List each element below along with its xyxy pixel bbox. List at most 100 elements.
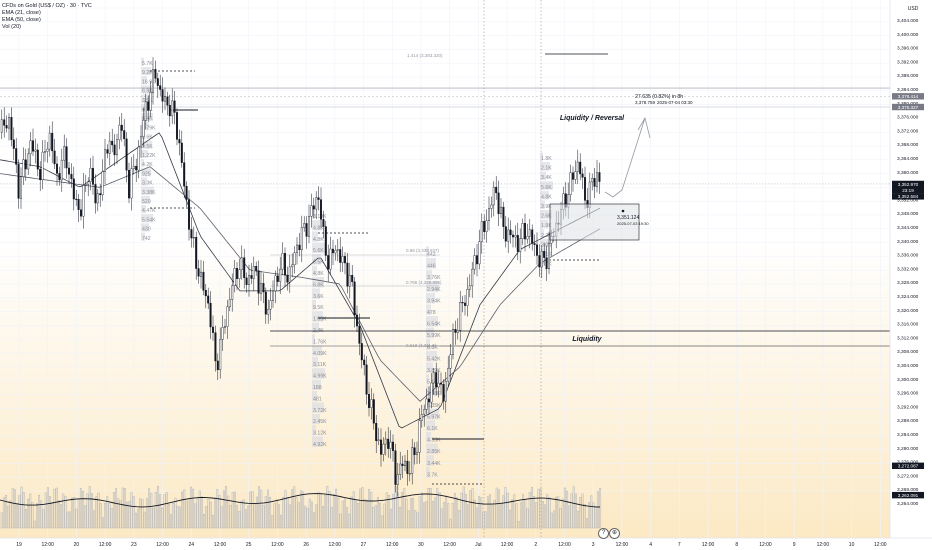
volume-bar [557, 496, 560, 529]
volume-bar [423, 502, 426, 529]
volume-bar [60, 504, 63, 529]
volume-bar [484, 511, 487, 529]
volume-bar [544, 504, 547, 529]
profile-bar [426, 432, 431, 443]
profile-value: 446 [427, 264, 436, 270]
candle-body [185, 185, 188, 200]
profile-bar [141, 67, 151, 76]
candle-body [58, 173, 61, 181]
profile-bar [312, 311, 323, 322]
candle-body [17, 164, 20, 199]
drawing-shapes[interactable] [549, 116, 651, 241]
candle-body [420, 414, 423, 421]
time-tick-label: 12:00 [271, 542, 284, 548]
grid-lines [0, 0, 890, 538]
candle-body [341, 256, 344, 263]
candle-body [27, 153, 30, 170]
candle-body [192, 237, 195, 239]
volume-bar [420, 492, 423, 529]
time-axis[interactable]: 19 12:00 20 12:00 23 12:00 24 12:00 25 12:00 26 12:… [0, 537, 932, 548]
price-tick-label: 3,328.000 [897, 280, 919, 286]
candle-body [401, 463, 404, 467]
candle-body [576, 161, 579, 172]
profile-bar [141, 159, 144, 168]
candle-body [48, 132, 51, 150]
candle-body [89, 167, 92, 182]
price-tick-label: 3,336.000 [897, 253, 919, 259]
candle-body [139, 136, 142, 148]
volume-bar [86, 493, 89, 529]
price-tick-label: 3,376.000 [897, 115, 919, 121]
volume-bar [306, 507, 309, 529]
profile-value: 4.8K [313, 225, 324, 231]
volume-bar [489, 494, 492, 529]
candle-body [497, 192, 500, 215]
volume-bar [387, 495, 390, 529]
volume-bar [530, 487, 533, 529]
candle-body [334, 249, 337, 254]
price-tick-label: 3,380.000 [897, 101, 919, 107]
candle-body [396, 474, 399, 485]
volume-bar [152, 507, 155, 529]
volume-bar [255, 496, 258, 529]
profile-value: 2.45K [313, 419, 327, 425]
candle-body [245, 277, 248, 285]
volume-bar [79, 488, 82, 529]
volume-bar [425, 501, 428, 529]
volume-bar [244, 509, 247, 529]
time-tick-label: 12:00 [386, 542, 399, 548]
time-tick-label: 12:00 [759, 542, 772, 548]
candle-body [509, 229, 512, 236]
volume-bar [163, 494, 166, 529]
candle-body [428, 398, 431, 403]
volume-bar [225, 486, 228, 529]
chart-legend: CFDs on Gold (US$ / OZ) · 30 · TVC EMA (… [2, 3, 92, 31]
candle-body [149, 92, 152, 111]
volume-bar [40, 500, 43, 529]
candle-body [476, 255, 479, 265]
candle-body [468, 285, 471, 290]
volume-bar [550, 512, 553, 529]
volume-bar [403, 488, 406, 529]
volume-bar [563, 487, 566, 529]
candle-body [336, 249, 339, 251]
consolidation-box [549, 203, 640, 241]
volume-bar [361, 487, 364, 529]
time-tick-label: 8 [735, 542, 738, 548]
globe-icon[interactable]: ⊕ [609, 528, 620, 539]
candle-body [190, 229, 193, 239]
volume-bar [566, 490, 569, 529]
profile-bar [540, 219, 548, 229]
candle-body [96, 193, 99, 204]
profile-value: 9.5K [142, 144, 153, 150]
price-tick-label: 3,396.000 [897, 46, 919, 52]
price-tag [892, 491, 924, 499]
symbol-title: CFDs on Gold (US$ / OZ) · 30 · TVC [2, 3, 92, 9]
time-tick-label: 9 [793, 542, 796, 548]
volume-bar [150, 492, 153, 529]
profile-bar [141, 177, 147, 186]
scroll-help-icon[interactable]: ? [598, 528, 609, 539]
candle-body [384, 438, 387, 445]
candle-body [255, 265, 258, 271]
volume-bar [57, 500, 60, 529]
profile-value: 5.42K [427, 356, 441, 362]
candle-body [264, 291, 267, 315]
candle-body [478, 241, 481, 265]
profile-value: 3.72K [313, 408, 327, 414]
candle-body [41, 151, 44, 181]
candle-body [276, 275, 279, 282]
profile-value: 3.76K [427, 275, 441, 281]
volume-bar [427, 487, 430, 529]
profile-bar [141, 149, 148, 158]
profile-bar [426, 281, 439, 292]
profile-bar [540, 171, 546, 181]
volume-bar [35, 503, 38, 529]
profile-value: 3.12K [313, 431, 327, 437]
profile-value: 5.35K [427, 403, 441, 409]
volume-bar [176, 506, 179, 529]
price-axis[interactable]: USD 3,404.000 3,400.000 3,396.000 3,392.000 3… [889, 0, 932, 550]
profile-value: 5.97K [427, 414, 441, 420]
